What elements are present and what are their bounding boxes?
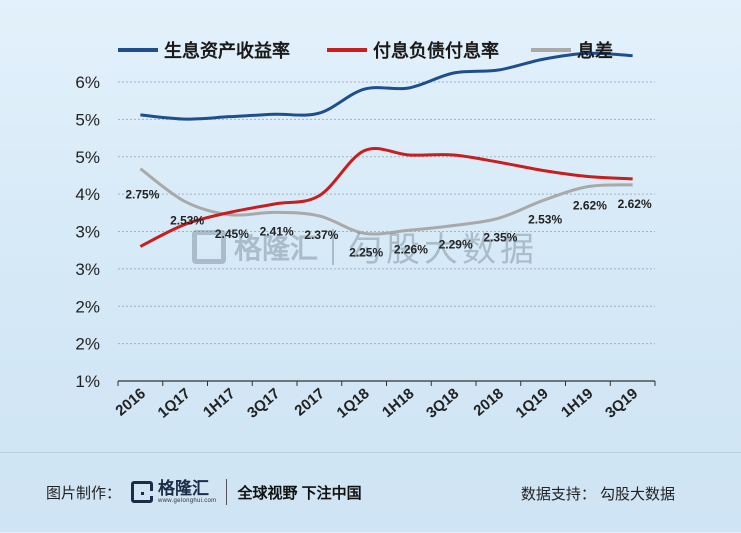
footer-divider	[226, 479, 228, 505]
y-tick-label: 2%	[75, 335, 100, 354]
data-label: 2.37%	[304, 228, 338, 242]
legend-label: 付息负债付息率	[373, 40, 499, 62]
x-tick-label: 2018	[470, 385, 506, 419]
data-support: 数据支持： 勾股大数据	[520, 486, 675, 503]
gelonghui-logo-icon	[131, 481, 154, 503]
footer-credit: 图片制作： 格隆汇 www.gelonghui.com 全球视野 下注中国	[46, 479, 362, 505]
x-tick-label: 3Q19	[602, 385, 641, 422]
y-tick-label: 6%	[75, 73, 100, 92]
footer: 图片制作： 格隆汇 www.gelonghui.com 全球视野 下注中国 数据…	[0, 452, 741, 533]
x-tick-label: 1H19	[558, 385, 596, 421]
x-tick-label: 3Q17	[244, 385, 283, 422]
gelonghui-logo: 格隆汇 www.gelonghui.com	[131, 478, 217, 504]
data-label: 2.75%	[125, 188, 159, 202]
data-label: 2.62%	[618, 197, 652, 211]
data-label: 2.29%	[439, 238, 473, 252]
data-label: 2.25%	[349, 245, 383, 259]
data-label: 2.53%	[170, 214, 204, 228]
legend-label: 生息资产收益率	[164, 40, 290, 62]
y-tick-label: 5%	[75, 110, 100, 129]
x-tick-label: 1H18	[379, 385, 417, 421]
made-by-label: 图片制作：	[46, 484, 122, 502]
y-tick-label: 2%	[75, 297, 100, 316]
y-tick-label: 4%	[75, 185, 100, 204]
x-tick-label: 1Q18	[334, 385, 373, 422]
x-tick-label: 2017	[291, 385, 327, 419]
y-tick-label: 1%	[75, 372, 100, 391]
y-tick-label: 5%	[75, 148, 100, 167]
x-tick-label: 1Q19	[513, 385, 552, 422]
data-label: 2.53%	[528, 212, 562, 226]
data-label: 2.45%	[215, 227, 249, 241]
series-line	[139, 146, 633, 248]
logo-url: www.gelonghui.com	[158, 497, 217, 504]
x-tick-label: 1H17	[200, 385, 238, 421]
series-line	[140, 51, 633, 121]
data-label: 2.35%	[483, 230, 517, 244]
slogan: 全球视野 下注中国	[237, 484, 362, 502]
x-tick-label: 2016	[112, 385, 148, 419]
x-tick-label: 1Q17	[155, 385, 194, 422]
x-tick-label: 3Q18	[423, 385, 462, 422]
y-tick-label: 3%	[75, 223, 100, 242]
legend-label: 息差	[577, 40, 613, 62]
y-tick-label: 3%	[75, 260, 100, 279]
data-label: 2.41%	[260, 224, 294, 238]
data-label: 2.62%	[573, 199, 607, 213]
logo-text: 格隆汇	[158, 478, 210, 498]
line-chart: 1%2%2%3%3%4%5%5%6%2016 1Q17 1H17 3Q17 2017 1Q…	[75, 40, 656, 422]
data-label: 2.26%	[394, 242, 428, 256]
